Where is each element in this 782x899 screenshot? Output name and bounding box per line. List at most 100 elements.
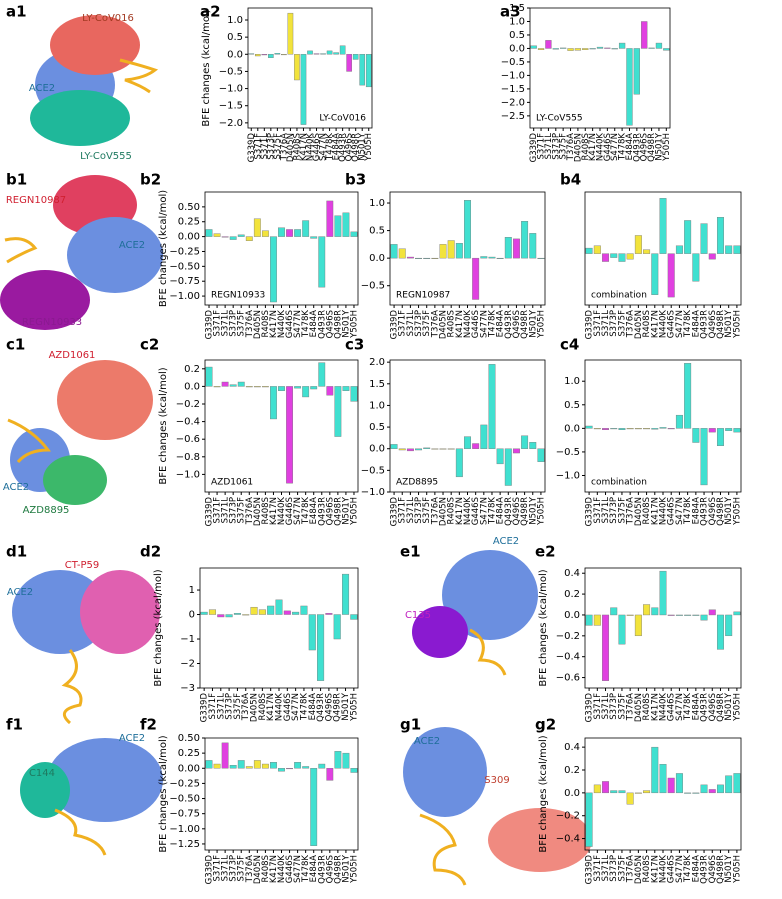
x-tick-label: T478K [618, 133, 628, 161]
x-tick-label: Y505H [349, 497, 359, 526]
bar [552, 48, 559, 50]
x-tick-label: R408S [261, 310, 271, 338]
plot-frame [389, 191, 546, 306]
bar [278, 768, 285, 772]
bar [278, 227, 285, 237]
bar [529, 442, 537, 449]
bar [618, 790, 626, 794]
x-tick-label: R408S [642, 310, 652, 338]
x-tick-label: T376A [430, 497, 440, 525]
bar [439, 244, 447, 259]
y-tick-label: −0.6 [176, 434, 200, 445]
x-tick-label: T376A [241, 693, 251, 721]
y-tick-label: 1.0 [369, 198, 385, 209]
bar [294, 386, 302, 389]
bar [302, 766, 310, 769]
x-tick-label: G339D [247, 133, 257, 163]
x-tick-label: D405N [634, 497, 644, 526]
x-tick-label: Q493R [316, 693, 326, 722]
chart: e2−0.6−0.4−0.20.00.20.4G339DS371FS371LS3… [535, 543, 742, 723]
y-tick-label: −0.5 [361, 281, 385, 292]
x-tick-label: S371L [221, 497, 231, 524]
bar [253, 760, 261, 769]
x-tick-label: S375F [237, 310, 247, 337]
bar [310, 768, 318, 846]
bar [708, 789, 716, 794]
panel-label: a3 [500, 3, 521, 21]
y-tick-label: −2.0 [219, 118, 243, 129]
y-tick-label: 0.0 [184, 381, 200, 392]
bar [205, 760, 213, 769]
bar [431, 448, 439, 450]
bar [326, 200, 334, 237]
x-tick-label: S375F [617, 497, 627, 524]
bar [716, 428, 724, 447]
annotation: LY-CoV555 [536, 114, 583, 124]
x-tick-label: N501Y [358, 132, 368, 161]
x-tick-label: T478K [301, 855, 311, 883]
plot-frame [584, 567, 742, 689]
bar [593, 428, 601, 430]
x-tick-label: N440K [659, 855, 669, 884]
chart: b4 G339DS371FS371LS373PS375FT376AD405NR40… [560, 171, 742, 340]
x-tick-label: N440K [463, 497, 473, 526]
panel-label: c3 [345, 336, 364, 354]
bar [334, 386, 342, 437]
plot-frame [204, 359, 359, 493]
x-tick-label: Y505H [536, 497, 546, 526]
y-tick-label: −1.0 [219, 84, 243, 95]
x-tick-label: Q496S [708, 310, 718, 338]
bar [221, 742, 229, 769]
bar [423, 257, 431, 259]
chart: c2−1.0−0.8−0.6−0.4−0.20.00.2G339DS371FS3… [140, 336, 359, 527]
bar [643, 604, 651, 616]
x-tick-label: E484A [496, 310, 506, 338]
bar [585, 425, 593, 429]
x-tick-label: S477N [675, 497, 685, 525]
bar [733, 245, 741, 254]
bar [313, 53, 320, 55]
x-tick-label: D405N [253, 310, 263, 339]
bar [213, 233, 221, 237]
x-tick-label: G339D [585, 310, 595, 340]
bar [423, 447, 431, 449]
y-tick-label: 0.0 [564, 423, 580, 434]
chart: b3 −0.5 0.0 0.5 1.0 G339DS371FS371LS373PS375F… [345, 171, 546, 340]
y-tick-label: 0.5 [509, 30, 525, 41]
bar [529, 233, 537, 259]
x-tick-label: S371L [221, 855, 231, 882]
structure-label: S309 [484, 775, 509, 786]
chart: c4−1.0−0.50.00.51.0G339DS371FS371LS373PS… [556, 336, 743, 527]
x-tick-label: N440K [306, 133, 316, 162]
y-tick-label: −0.6 [556, 673, 580, 684]
x-tick-label: N501Y [528, 496, 538, 525]
bar [237, 760, 245, 769]
bar [346, 54, 352, 72]
bar [496, 257, 504, 259]
x-tick-label: N440K [659, 497, 669, 526]
x-tick-label: N501Y [724, 692, 734, 721]
x-tick-label: S373P [609, 693, 619, 720]
bar [200, 611, 208, 615]
x-tick-label: Q496S [325, 497, 335, 525]
bar [320, 53, 326, 55]
x-tick-label: G339D [205, 855, 215, 885]
bar [512, 238, 520, 259]
x-tick-label: K417N [588, 133, 598, 161]
bar [342, 386, 350, 391]
y-tick-label: 1.0 [564, 376, 580, 387]
bar [725, 245, 733, 254]
x-tick-label: Q493R [317, 310, 327, 339]
bar [530, 45, 537, 49]
x-tick-label: Q496S [512, 310, 522, 338]
bar [574, 48, 582, 51]
bar [267, 605, 275, 615]
x-tick-label: N440K [596, 133, 606, 162]
x-tick-label: K417N [269, 497, 279, 525]
bar [651, 253, 659, 295]
x-tick-label: G446S [285, 497, 295, 525]
bar [659, 427, 667, 429]
annotation: LY-CoV016 [319, 114, 366, 124]
bar [634, 792, 642, 794]
bar [310, 236, 318, 239]
